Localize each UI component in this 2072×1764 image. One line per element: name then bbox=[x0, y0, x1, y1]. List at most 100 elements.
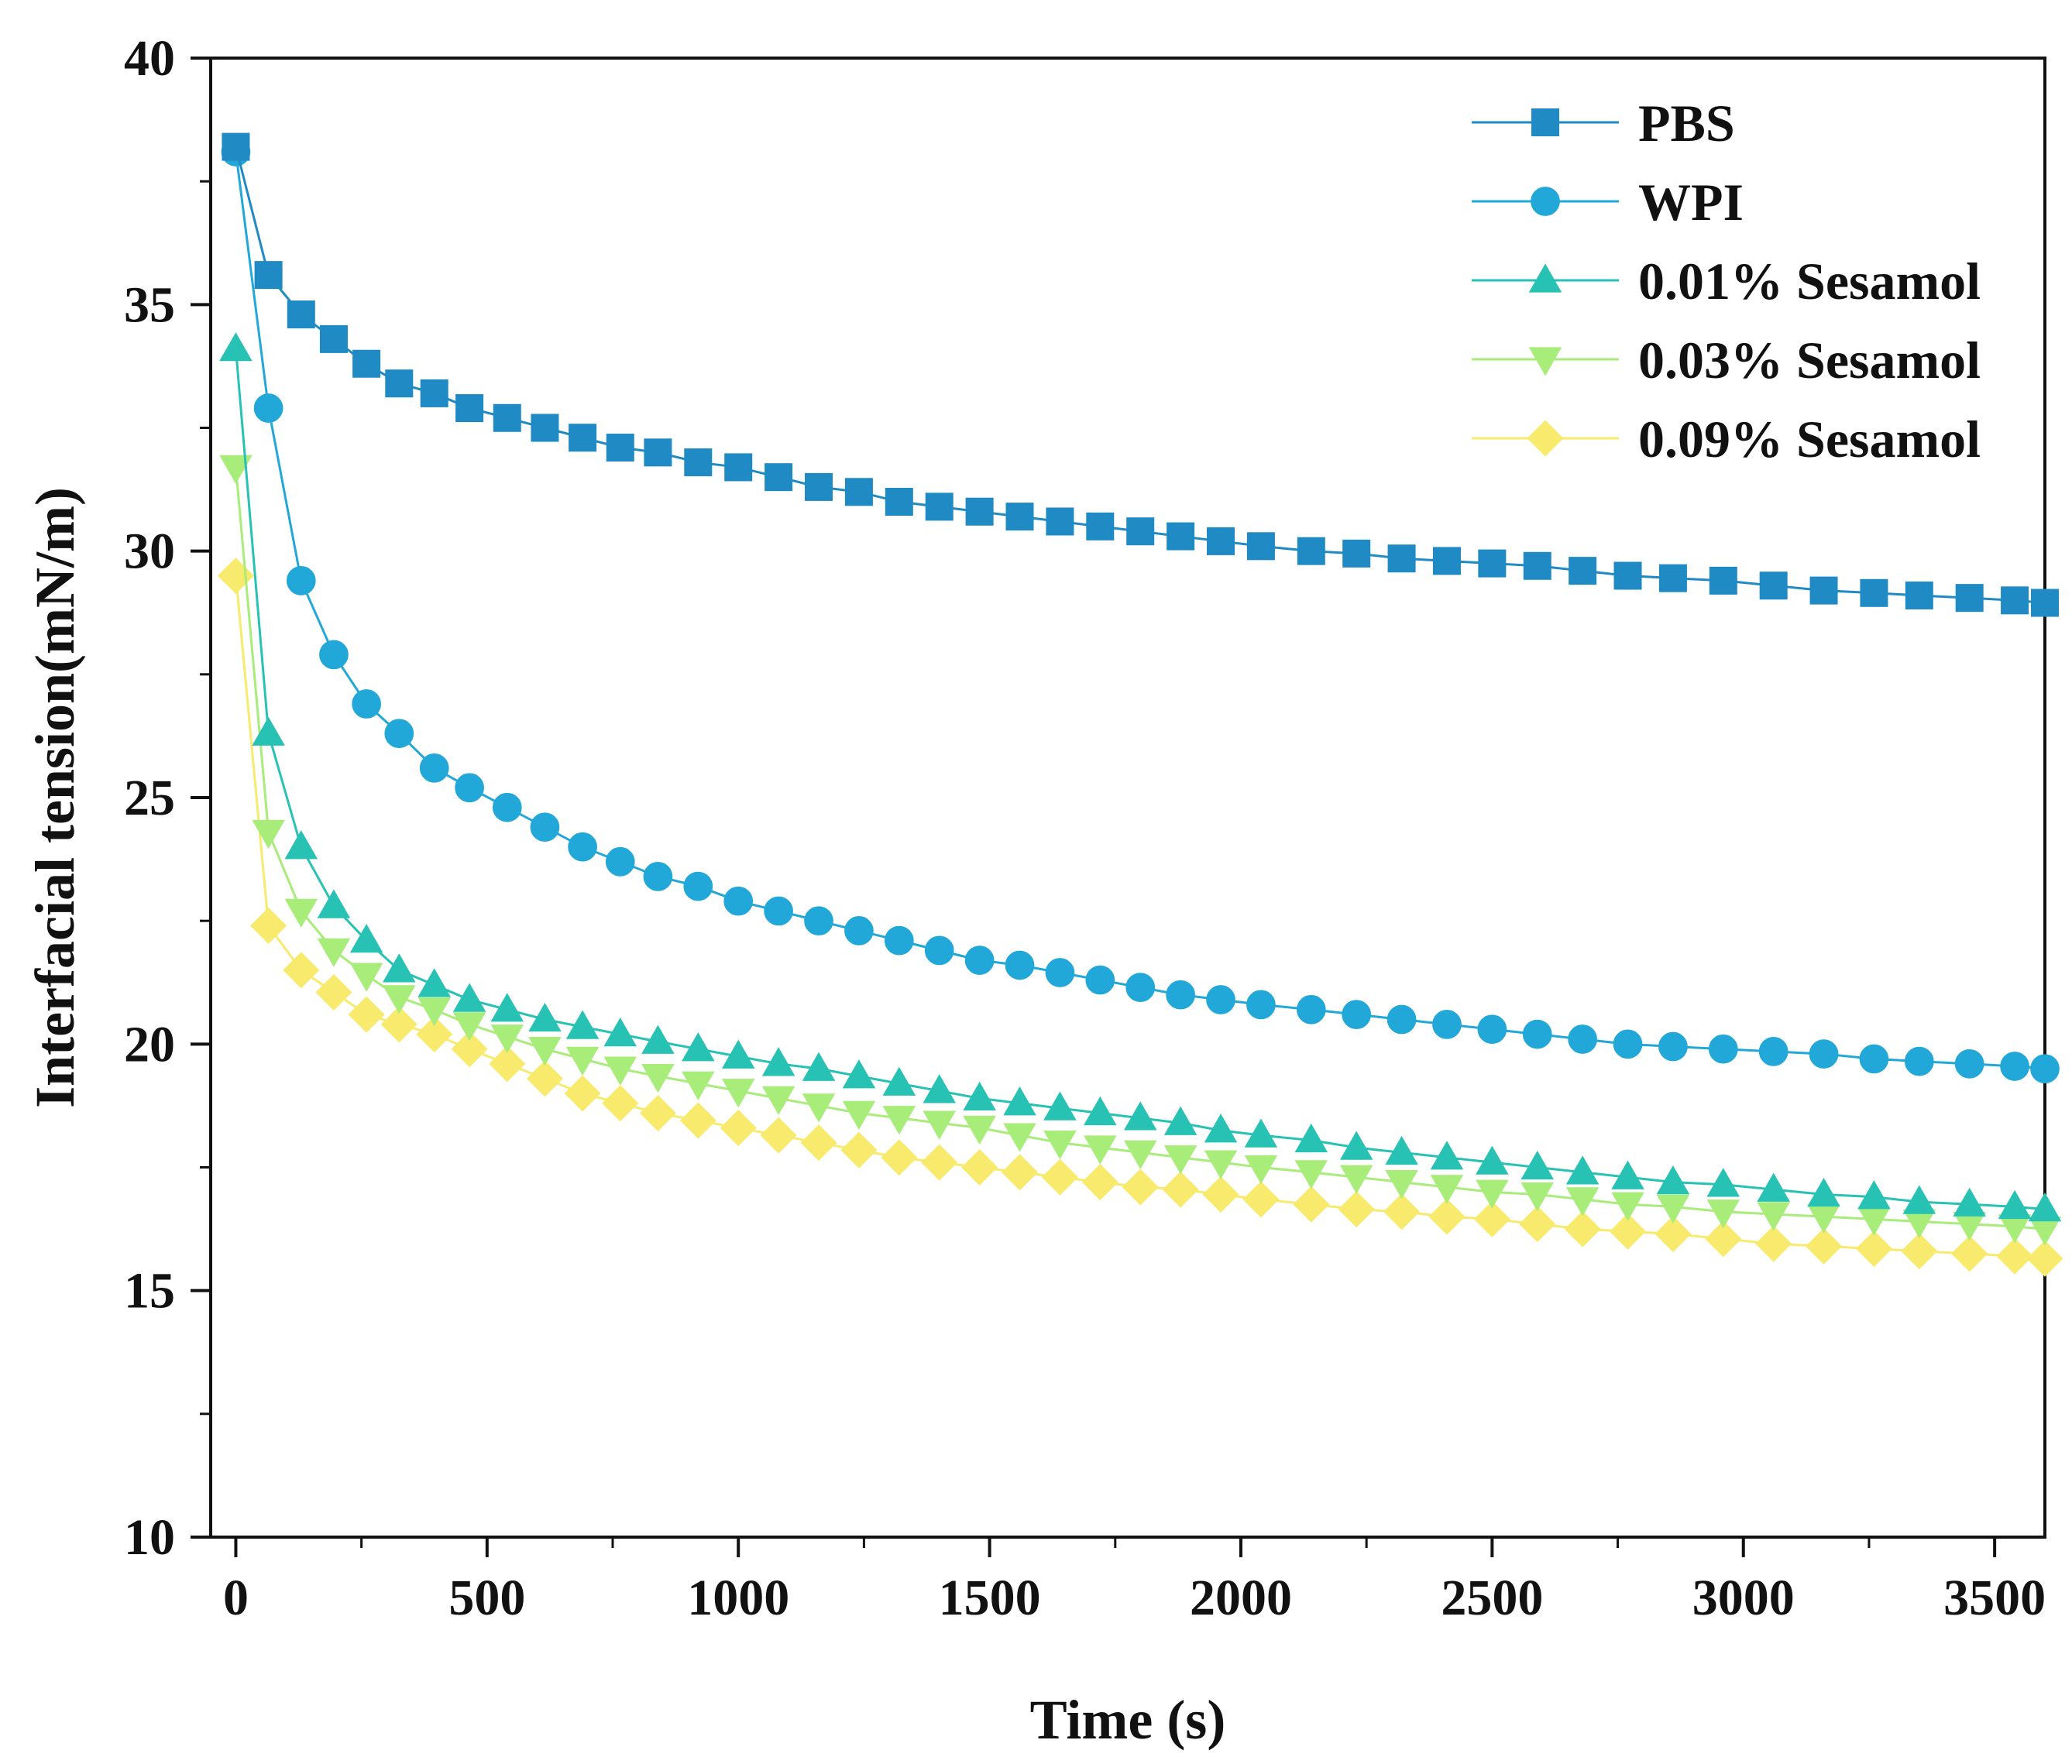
y-axis-title: Interfacial tension(mN/m) bbox=[24, 487, 86, 1108]
y-tick-label: 20 bbox=[124, 1016, 175, 1072]
x-axis-title: Time (s) bbox=[1030, 1689, 1226, 1751]
data-point bbox=[1123, 1101, 1157, 1131]
data-point bbox=[1043, 1091, 1077, 1121]
data-point bbox=[1385, 1169, 1418, 1199]
data-point bbox=[283, 952, 320, 989]
legend-item: WPI bbox=[1472, 173, 1744, 232]
data-point bbox=[1204, 1114, 1238, 1143]
data-point bbox=[1242, 1181, 1280, 1218]
data-point bbox=[569, 424, 597, 452]
data-point bbox=[1520, 1150, 1555, 1180]
legend-label: WPI bbox=[1638, 173, 1744, 232]
data-point bbox=[1163, 1106, 1197, 1135]
data-point bbox=[842, 1100, 876, 1131]
data-point bbox=[1955, 584, 1984, 613]
data-point bbox=[1706, 1168, 1740, 1197]
data-point bbox=[1998, 1189, 2032, 1220]
data-point bbox=[1003, 1123, 1036, 1152]
data-point bbox=[760, 1117, 797, 1154]
x-tick-label: 1000 bbox=[687, 1570, 789, 1626]
data-point bbox=[1430, 1175, 1464, 1204]
data-point bbox=[222, 132, 250, 161]
data-point bbox=[219, 455, 253, 484]
data-point bbox=[1656, 1165, 1690, 1195]
data-point bbox=[1432, 547, 1461, 575]
data-point bbox=[317, 889, 351, 918]
data-point bbox=[805, 472, 833, 501]
data-point bbox=[1244, 1118, 1278, 1148]
data-point bbox=[882, 1106, 916, 1135]
legend-marker bbox=[1527, 420, 1564, 457]
data-point bbox=[380, 1006, 417, 1043]
data-point bbox=[2000, 1052, 2029, 1081]
legend-label: 0.03% Sesamol bbox=[1638, 331, 1981, 390]
data-point bbox=[1757, 1172, 1790, 1202]
data-point bbox=[844, 916, 874, 945]
data-point bbox=[641, 1024, 675, 1054]
data-point bbox=[1432, 1010, 1462, 1039]
data-point bbox=[1613, 561, 1642, 590]
data-point bbox=[961, 1148, 998, 1186]
data-point bbox=[965, 497, 994, 526]
data-point bbox=[352, 689, 381, 719]
data-point bbox=[1809, 576, 1838, 605]
data-point bbox=[921, 1144, 958, 1181]
legend-label: 0.09% Sesamol bbox=[1638, 410, 1981, 468]
data-point bbox=[1857, 1180, 1891, 1210]
data-point bbox=[1086, 512, 1115, 541]
data-point bbox=[643, 862, 673, 891]
data-point bbox=[1206, 985, 1235, 1014]
data-point bbox=[2026, 1240, 2063, 1277]
data-point bbox=[721, 1039, 755, 1069]
x-tick-label: 2500 bbox=[1441, 1570, 1543, 1626]
legend-label: PBS bbox=[1638, 94, 1735, 153]
data-point bbox=[1569, 557, 1597, 585]
data-point bbox=[1246, 990, 1276, 1020]
data-point bbox=[352, 349, 381, 378]
data-point bbox=[882, 1066, 916, 1096]
data-point bbox=[416, 1016, 453, 1053]
data-point bbox=[764, 896, 793, 926]
data-point bbox=[1473, 1200, 1510, 1237]
data-point bbox=[568, 832, 597, 862]
x-tick-label: 2000 bbox=[1190, 1570, 1292, 1626]
data-point bbox=[455, 394, 484, 423]
data-point bbox=[2030, 1054, 2060, 1084]
data-point bbox=[349, 963, 383, 992]
data-point bbox=[417, 968, 451, 997]
data-point bbox=[1477, 1014, 1507, 1045]
series-0-01-sesamol bbox=[219, 332, 2062, 1222]
data-point bbox=[1046, 507, 1074, 536]
data-point bbox=[1806, 1227, 1843, 1265]
data-point bbox=[1244, 1155, 1278, 1185]
data-point bbox=[1565, 1187, 1600, 1217]
data-point bbox=[1709, 566, 1737, 595]
data-point bbox=[1807, 1177, 1840, 1207]
data-point bbox=[1996, 1237, 2033, 1275]
data-point bbox=[1855, 1230, 1892, 1268]
data-point bbox=[1383, 1193, 1421, 1230]
legend-item: PBS bbox=[1472, 94, 1735, 153]
data-point bbox=[923, 1074, 956, 1103]
data-point bbox=[840, 1131, 878, 1169]
series-0-09-sesamol bbox=[217, 557, 2063, 1277]
data-point bbox=[639, 1094, 676, 1131]
data-point bbox=[1202, 1176, 1239, 1213]
data-point bbox=[1658, 564, 1687, 592]
legend-item: 0.09% Sesamol bbox=[1472, 410, 1981, 468]
legend-label: 0.01% Sesamol bbox=[1638, 252, 1981, 311]
data-point bbox=[1386, 1004, 1417, 1035]
data-point bbox=[721, 1079, 755, 1108]
legend-marker bbox=[1528, 347, 1562, 376]
data-point bbox=[1860, 578, 1888, 607]
data-point bbox=[682, 1071, 715, 1100]
data-point bbox=[1523, 551, 1551, 580]
data-point bbox=[2028, 1217, 2062, 1246]
data-point bbox=[1294, 1123, 1328, 1153]
data-point bbox=[964, 945, 995, 975]
data-point bbox=[1294, 1160, 1328, 1189]
data-point bbox=[1167, 522, 1195, 551]
data-point bbox=[419, 753, 449, 783]
data-point bbox=[1755, 1225, 1792, 1262]
data-point bbox=[2001, 586, 2029, 615]
